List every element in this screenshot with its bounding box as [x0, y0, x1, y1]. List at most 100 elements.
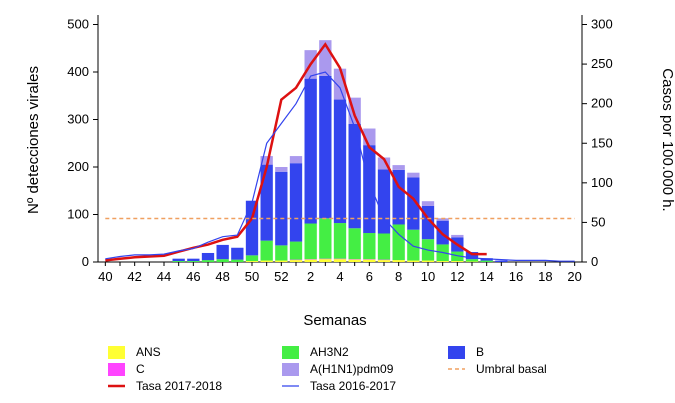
legend-swatch-c — [108, 363, 125, 376]
bar-ah3n2 — [231, 259, 244, 262]
bar-b — [333, 99, 347, 224]
bar-a-h1n1-pdm09 — [289, 156, 303, 164]
bar-b — [201, 252, 215, 261]
x-tick-label: 44 — [157, 269, 171, 284]
y-tick-label-right: 200 — [591, 96, 613, 111]
bar-ans — [363, 259, 376, 262]
bar-b — [407, 177, 420, 230]
legend-swatch-b — [448, 346, 465, 359]
bar-ah3n2 — [172, 261, 185, 262]
y-tick-label-right: 0 — [591, 254, 598, 269]
y-tick-label-left: 200 — [67, 159, 89, 174]
bar-ah3n2 — [363, 233, 376, 260]
legend-label-a-h1n1-pdm09: A(H1N1)pdm09 — [310, 362, 394, 376]
y-tick-label-right: 150 — [591, 135, 613, 150]
bar-b — [231, 247, 244, 260]
bar-b — [495, 260, 508, 262]
bar-b — [245, 200, 259, 256]
bar-ans — [407, 260, 420, 262]
bar-b — [319, 75, 332, 219]
bar-ans — [451, 261, 464, 262]
legend-swatch-a-h1n1-pdm09 — [282, 363, 299, 376]
y-tick-label-right: 250 — [591, 56, 613, 71]
y-tick-label-right: 300 — [591, 17, 613, 32]
bar-ah3n2 — [465, 259, 479, 262]
legend-label-c: C — [136, 362, 145, 376]
x-tick-label: 14 — [479, 269, 493, 284]
bar-b — [377, 169, 391, 234]
x-tick-label: 10 — [421, 269, 435, 284]
x-tick-label: 8 — [395, 269, 402, 284]
legend-label-tasa-2016-2017: Tasa 2016-2017 — [310, 379, 396, 393]
bar-b — [348, 123, 361, 229]
bar-ans — [421, 260, 435, 262]
bar-b — [172, 258, 185, 262]
bar-ah3n2 — [392, 224, 405, 261]
bar-b — [465, 252, 479, 260]
x-tick-label: 52 — [274, 269, 288, 284]
bar-a-h1n1-pdm09 — [407, 172, 420, 178]
line-tasa-2017-2018 — [105, 42, 487, 262]
y-tick-label-left: 0 — [82, 254, 89, 269]
bar-ans — [304, 259, 317, 262]
legend-label-umbral-basal: Umbral basal — [476, 362, 547, 376]
bar-ah3n2 — [289, 241, 303, 260]
bar-b — [216, 244, 229, 260]
bar-ah3n2 — [275, 245, 288, 261]
bar-a-h1n1-pdm09 — [451, 234, 464, 238]
x-tick-label: 46 — [186, 269, 200, 284]
bar-ah3n2 — [377, 233, 391, 260]
bar-ah3n2 — [260, 240, 273, 261]
y-tick-label-left: 100 — [67, 207, 89, 222]
bar-ah3n2 — [480, 260, 493, 262]
legend-label-ah3n2: AH3N2 — [310, 345, 349, 359]
x-tick-label: 16 — [509, 269, 523, 284]
bar-b — [260, 164, 273, 241]
bar-b — [187, 258, 200, 262]
y-tick-label-left: 300 — [67, 112, 89, 127]
bar-ah3n2 — [304, 223, 317, 260]
x-tick-label: 12 — [450, 269, 464, 284]
bar-ans — [319, 259, 332, 262]
legend-swatch-ans — [108, 346, 125, 359]
bar-ans — [392, 260, 405, 262]
bar-a-h1n1-pdm09 — [436, 218, 449, 221]
bar-ans — [333, 259, 347, 262]
bar-ans — [245, 261, 259, 262]
bar-ans — [377, 260, 391, 262]
bar-b — [363, 145, 376, 234]
bar-b — [275, 171, 288, 246]
bar-ah3n2 — [407, 229, 420, 261]
x-tick-label: 18 — [538, 269, 552, 284]
x-tick-label: 40 — [98, 269, 112, 284]
bar-ans — [260, 260, 273, 262]
bar-a-h1n1-pdm09 — [392, 165, 405, 170]
bar-ans — [289, 260, 303, 262]
y-axis-label-left: Nº detecciones virales — [25, 66, 42, 214]
bar-ah3n2 — [216, 259, 229, 262]
y-axis-label-right: Casos por 100.000 h. — [659, 68, 675, 211]
x-tick-label: 42 — [127, 269, 141, 284]
line-tasa-2016-2017 — [105, 71, 575, 262]
bar-ans — [348, 259, 361, 262]
x-tick-label: 50 — [245, 269, 259, 284]
legend-label-ans: ANS — [136, 345, 161, 359]
x-tick-label: 2 — [307, 269, 314, 284]
bar-ah3n2 — [319, 218, 332, 259]
y-tick-label-left: 500 — [67, 17, 89, 32]
bar-a-h1n1-pdm09 — [421, 201, 435, 206]
bar-a-h1n1-pdm09 — [377, 157, 391, 170]
legend-label-tasa-2017-2018: Tasa 2017-2018 — [136, 379, 222, 393]
y-tick-label-right: 50 — [591, 214, 605, 229]
bar-a-h1n1-pdm09 — [260, 156, 273, 165]
x-axis-label: Semanas — [303, 312, 366, 329]
bar-a-h1n1-pdm09 — [275, 167, 288, 172]
y-tick-label-left: 400 — [67, 64, 89, 79]
bar-b — [289, 163, 303, 242]
legend-swatch-ah3n2 — [282, 346, 299, 359]
bar-ans — [436, 261, 449, 262]
bar-ah3n2 — [245, 255, 259, 262]
bar-b — [304, 78, 317, 224]
